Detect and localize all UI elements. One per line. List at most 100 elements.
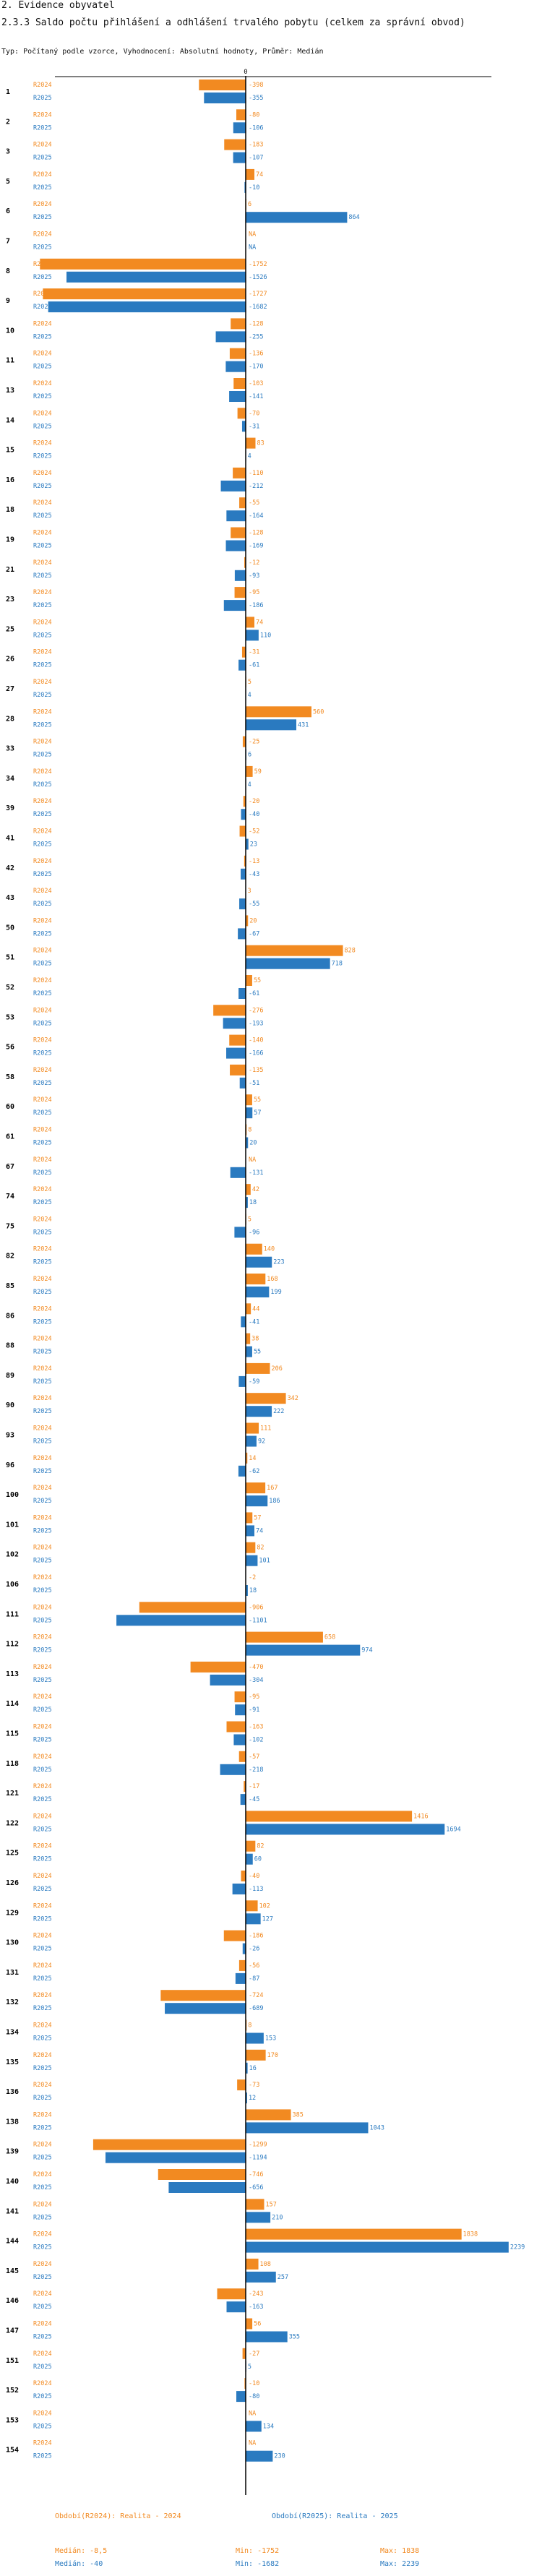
bar-r2024-8 — [40, 258, 246, 270]
bar-r2025-2 — [233, 122, 246, 134]
value-label-r2024-114: -95 — [249, 1693, 259, 1701]
category-label: 10 — [6, 327, 14, 335]
bar-r2024-113 — [190, 1661, 246, 1673]
bar-r2024-90 — [246, 1393, 286, 1404]
category-label: 82 — [6, 1253, 14, 1261]
category-label: 102 — [6, 1551, 19, 1559]
value-label-r2024-141: 157 — [266, 2201, 277, 2208]
category-label: 27 — [6, 685, 14, 693]
bar-r2025-61 — [246, 1137, 249, 1149]
series-row-label: R2024 — [33, 1096, 52, 1104]
category-label: 146 — [6, 2297, 19, 2305]
bar-r2025-152 — [236, 2391, 246, 2403]
bar-r2024-114 — [234, 1691, 246, 1703]
value-label-r2024-51: 828 — [345, 948, 356, 955]
bar-r2025-138 — [246, 2122, 369, 2134]
value-label-r2024-130: -186 — [249, 1933, 263, 1940]
category-label: 58 — [6, 1073, 14, 1081]
series-row-label: R2024 — [33, 858, 52, 865]
series-row-label: R2025 — [33, 721, 52, 729]
bar-r2025-8 — [66, 271, 246, 283]
bar-r2024-122 — [246, 1811, 413, 1822]
value-label-r2024-39: -20 — [249, 798, 259, 805]
value-label-r2024-144: 1838 — [463, 2231, 478, 2238]
value-label-r2024-89: 206 — [271, 1365, 282, 1373]
series-row-label: R2024 — [33, 1276, 52, 1283]
series-row-label: R2025 — [33, 244, 52, 252]
series-row-label: R2025 — [33, 1438, 52, 1446]
value-label-r2024-132: -724 — [249, 1992, 263, 1999]
bar-r2025-154 — [246, 2450, 273, 2462]
bar-r2025-135 — [246, 2062, 248, 2074]
series-row-label: R2025 — [33, 2214, 52, 2221]
bar-r2025-153 — [246, 2421, 262, 2432]
series-row-label: R2025 — [33, 393, 52, 400]
category-label: 132 — [6, 1998, 19, 2006]
series-row-label: R2024 — [33, 410, 52, 417]
footer-period-2025: Období(R2025): Realita - 2025 — [272, 2512, 398, 2520]
bar-r2025-16 — [220, 480, 246, 491]
value-label-r2025-113: -304 — [249, 1677, 263, 1684]
category-label: 53 — [6, 1013, 14, 1021]
value-label-r2024-26: -31 — [249, 649, 259, 656]
bar-r2024-13 — [233, 378, 246, 389]
series-row-label: R2024 — [33, 1425, 52, 1433]
series-row-label: R2024 — [33, 559, 52, 567]
category-label: 23 — [6, 596, 14, 604]
footer-max-2024: Max: 1838 — [380, 2547, 420, 2555]
bar-r2025-50 — [238, 928, 246, 940]
value-label-r2025-154: 230 — [274, 2453, 285, 2460]
value-label-r2024-21: -12 — [249, 559, 259, 567]
value-label-r2024-41: -52 — [249, 828, 259, 836]
value-label-r2025-33: 6 — [248, 752, 251, 759]
bar-r2024-144 — [246, 2228, 462, 2240]
series-row-label: R2025 — [33, 1140, 52, 1147]
value-label-r2025-9: -1682 — [249, 304, 267, 311]
bar-r2025-113 — [210, 1674, 246, 1686]
value-label-r2025-74: 18 — [249, 1199, 257, 1206]
bar-r2025-140 — [168, 2182, 246, 2193]
bar-r2025-58 — [239, 1077, 246, 1089]
series-row-label: R2024 — [33, 2440, 52, 2447]
bar-r2024-141 — [246, 2199, 264, 2210]
bar-r2024-52 — [246, 975, 252, 986]
series-row-label: R2025 — [33, 1468, 52, 1475]
series-row-label: R2024 — [33, 1902, 52, 1910]
series-row-label: R2025 — [33, 2184, 52, 2191]
value-label-r2024-67: NA — [249, 1156, 256, 1164]
bar-r2025-18 — [226, 510, 246, 522]
category-label: 138 — [6, 2118, 19, 2126]
category-label: 134 — [6, 2029, 19, 2037]
category-label: 115 — [6, 1730, 19, 1738]
series-row-label: R2024 — [33, 1365, 52, 1373]
series-row-label: R2024 — [33, 2321, 52, 2328]
series-row-label: R2024 — [33, 171, 52, 179]
series-row-label: R2025 — [33, 274, 52, 281]
value-label-r2025-26: -61 — [249, 662, 259, 669]
category-label: 100 — [6, 1491, 19, 1499]
bar-r2024-102 — [246, 1542, 256, 1553]
category-label: 111 — [6, 1610, 19, 1618]
value-label-r2024-154: NA — [249, 2440, 256, 2447]
category-label: 13 — [6, 387, 14, 395]
category-label: 42 — [6, 864, 14, 872]
bar-r2025-125 — [246, 1853, 253, 1865]
bar-r2025-25 — [246, 630, 259, 641]
bar-r2024-53 — [213, 1005, 246, 1016]
bar-r2024-19 — [231, 527, 246, 538]
value-label-r2024-19: -128 — [249, 530, 263, 537]
series-row-label: R2024 — [33, 1485, 52, 1492]
value-label-r2025-101: 74 — [256, 1527, 263, 1534]
value-label-r2024-86: 44 — [252, 1305, 259, 1313]
series-row-label: R2024 — [33, 1693, 52, 1701]
series-row-label: R2024 — [33, 2022, 52, 2030]
category-label: 51 — [6, 954, 14, 962]
series-row-label: R2025 — [33, 2095, 52, 2102]
category-label: 25 — [6, 625, 14, 633]
bar-r2025-145 — [246, 2271, 276, 2283]
category-label: 5 — [6, 178, 10, 186]
footer-median-2025: Medián: -40 — [55, 2560, 103, 2568]
category-label: 18 — [6, 506, 14, 514]
value-label-r2024-16: -110 — [249, 470, 263, 477]
category-label: 141 — [6, 2207, 19, 2215]
